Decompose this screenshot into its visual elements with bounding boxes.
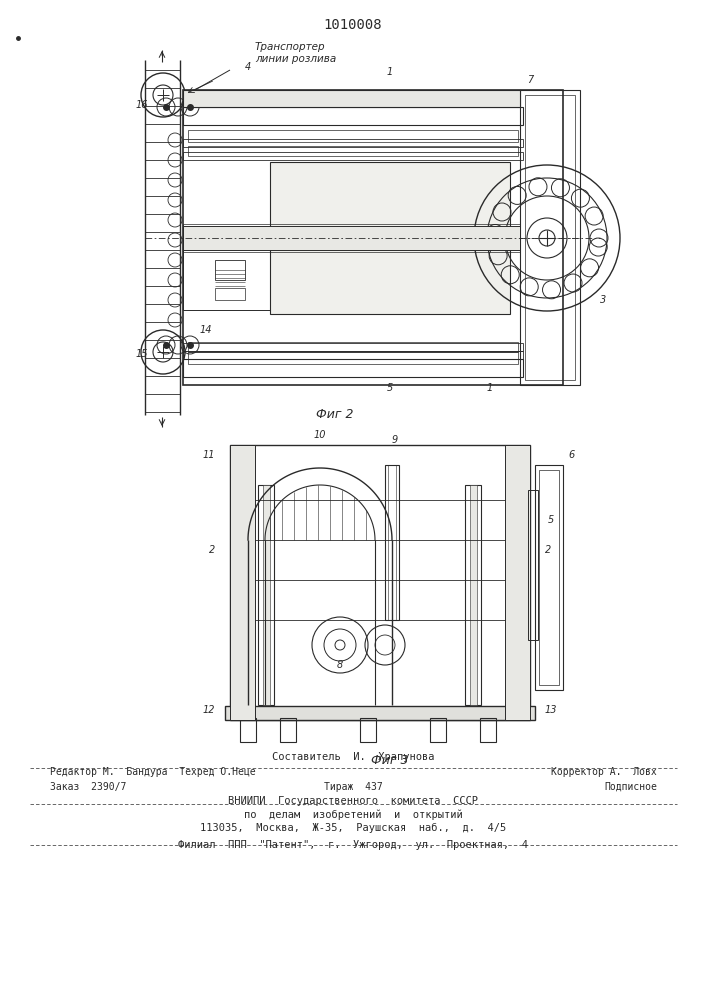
Bar <box>188 342 518 352</box>
Text: 9: 9 <box>392 435 398 445</box>
Text: 5: 5 <box>387 383 393 393</box>
Text: Корректор А.  Ловх: Корректор А. Ловх <box>551 767 657 777</box>
Bar <box>470 485 477 705</box>
Text: 14: 14 <box>200 325 213 335</box>
Text: 16: 16 <box>136 100 148 110</box>
Bar <box>225 706 535 720</box>
Text: 3: 3 <box>600 295 606 305</box>
Bar <box>385 465 399 620</box>
Text: 8: 8 <box>337 660 343 670</box>
Text: 11: 11 <box>202 450 215 460</box>
Bar <box>528 490 538 640</box>
Text: ВНИИПИ  Государственного  комитета  СССР: ВНИИПИ Государственного комитета СССР <box>228 796 478 806</box>
Bar <box>520 90 580 385</box>
Text: Транспортер
линии розлива: Транспортер линии розлива <box>255 42 337 64</box>
Bar <box>430 718 446 742</box>
Bar <box>183 226 520 250</box>
Text: 12: 12 <box>202 705 215 715</box>
Text: 1010008: 1010008 <box>324 18 382 32</box>
Text: 6: 6 <box>568 450 574 460</box>
Bar <box>215 288 245 300</box>
Text: Заказ  2390/7: Заказ 2390/7 <box>50 782 127 792</box>
Bar <box>183 90 563 385</box>
Bar <box>360 718 376 742</box>
Text: 2: 2 <box>545 545 551 555</box>
Text: 10: 10 <box>314 430 326 440</box>
Bar <box>230 445 530 720</box>
Bar <box>183 343 523 351</box>
Bar <box>183 107 523 125</box>
Text: Составитель  И.  Храпунова: Составитель И. Храпунова <box>271 752 434 762</box>
Bar <box>263 485 270 705</box>
Bar <box>215 260 245 280</box>
Bar <box>183 359 523 377</box>
Bar <box>258 485 274 705</box>
Bar <box>388 465 396 620</box>
Text: Тираж  437: Тираж 437 <box>324 782 382 792</box>
Bar <box>183 351 523 359</box>
Bar <box>183 139 523 147</box>
Bar <box>240 718 256 742</box>
Text: 7: 7 <box>527 75 533 85</box>
Bar <box>183 224 520 252</box>
Bar <box>188 352 518 364</box>
Bar <box>188 146 518 156</box>
Text: 1: 1 <box>387 67 393 77</box>
Text: Подписное: Подписное <box>604 782 657 792</box>
Text: 4: 4 <box>245 62 251 72</box>
Text: 15: 15 <box>136 349 148 359</box>
Bar <box>480 718 496 742</box>
Bar <box>505 445 530 720</box>
Bar <box>183 230 270 310</box>
Bar <box>183 90 520 107</box>
Text: 1: 1 <box>487 383 493 393</box>
Bar <box>525 95 575 380</box>
Bar <box>465 485 481 705</box>
Text: Филиал  ППП  "Патент",  г.  Ужгород,  ул.  Проектная,  4: Филиал ППП "Патент", г. Ужгород, ул. Про… <box>178 840 528 850</box>
Bar <box>539 470 559 685</box>
Bar <box>280 718 296 742</box>
Text: 2: 2 <box>209 545 215 555</box>
Text: по  делам  изобретений  и  открытий: по делам изобретений и открытий <box>244 810 462 820</box>
Text: 13: 13 <box>545 705 558 715</box>
Text: Фиг 2: Фиг 2 <box>316 408 354 422</box>
Bar <box>183 152 523 160</box>
Bar <box>188 130 518 142</box>
Bar <box>230 445 255 720</box>
Bar <box>270 162 510 314</box>
Bar <box>535 465 563 690</box>
Text: Редактор М.  Бандура  Техред О.Неце: Редактор М. Бандура Техред О.Неце <box>50 767 256 777</box>
Text: 5: 5 <box>548 515 554 525</box>
Text: 113035,  Москва,  Ж-35,  Раушская  наб.,  д.  4/5: 113035, Москва, Ж-35, Раушская наб., д. … <box>200 823 506 833</box>
Text: Фиг 3: Фиг 3 <box>371 754 409 766</box>
